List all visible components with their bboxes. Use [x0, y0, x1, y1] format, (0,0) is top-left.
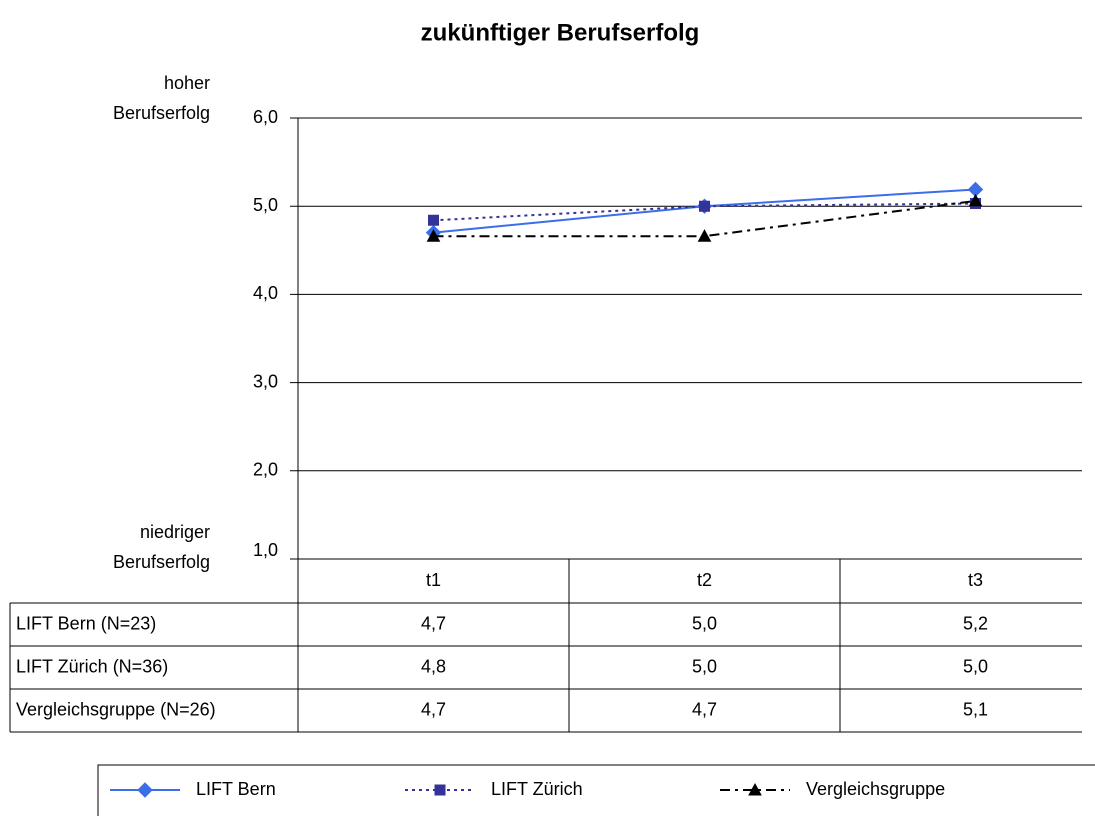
table-row-label: LIFT Bern (N=23) [16, 613, 156, 633]
table-cell: 5,0 [963, 656, 988, 676]
marker [426, 229, 441, 242]
y-axis-label: Berufserfolg [113, 552, 210, 572]
chart-title: zukünftiger Berufserfolg [421, 19, 700, 46]
y-tick-label: 3,0 [253, 371, 278, 391]
legend-label: Vergleichsgruppe [806, 779, 945, 799]
table-row-label: LIFT Zürich (N=36) [16, 656, 168, 676]
y-tick-label: 5,0 [253, 195, 278, 215]
legend-label: LIFT Bern [196, 779, 276, 799]
marker [428, 214, 439, 226]
legend-box [97, 764, 1095, 816]
legend-marker [748, 782, 762, 796]
table-cell: 4,8 [421, 656, 446, 676]
table-cell: 5,0 [692, 656, 717, 676]
x-tick-label: t3 [968, 570, 983, 590]
table-cell: 5,0 [692, 613, 717, 633]
y-axis-label: niedriger [140, 522, 210, 542]
marker [699, 200, 710, 212]
table-cell: 4,7 [421, 699, 446, 719]
table-cell: 5,2 [963, 613, 988, 633]
y-tick-label: 4,0 [253, 283, 278, 303]
y-tick-label: 2,0 [253, 460, 278, 480]
table-cell: 5,1 [963, 699, 988, 719]
table-cell: 4,7 [692, 699, 717, 719]
marker [697, 229, 712, 242]
y-tick-label: 6,0 [253, 107, 278, 127]
y-tick-label: 1,0 [253, 540, 278, 560]
table-row-label: Vergleichsgruppe (N=26) [16, 699, 216, 719]
y-axis-label: Berufserfolg [113, 103, 210, 123]
y-axis-label: hoher [164, 73, 210, 93]
table-cell: 4,7 [421, 613, 446, 633]
marker [968, 193, 983, 207]
x-tick-label: t2 [697, 570, 712, 590]
legend-marker [137, 782, 153, 798]
legend-marker [434, 784, 446, 796]
legend-label: LIFT Zürich [491, 779, 583, 799]
x-tick-label: t1 [426, 570, 441, 590]
